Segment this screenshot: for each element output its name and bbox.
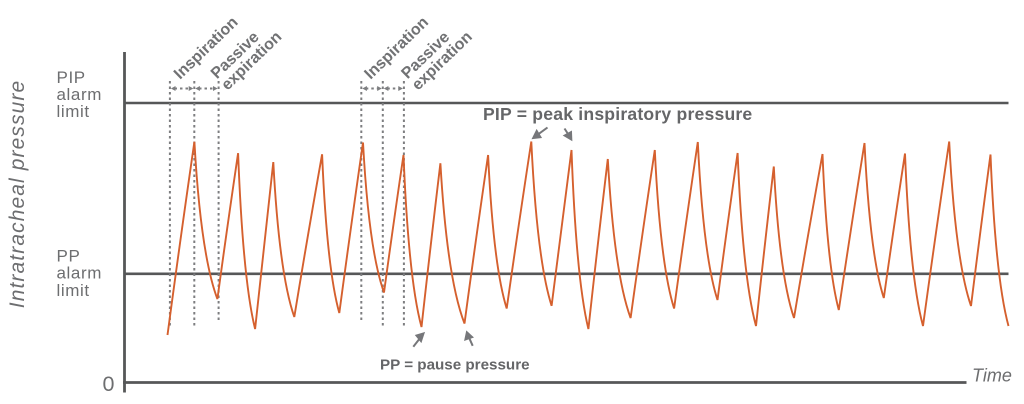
svg-text:limit: limit	[57, 281, 90, 300]
svg-text:PIP = peak inspiratory pressur: PIP = peak inspiratory pressure	[483, 104, 752, 124]
svg-text:PP: PP	[57, 247, 81, 266]
svg-text:alarm: alarm	[57, 85, 103, 104]
svg-text:Intratracheal pressure: Intratracheal pressure	[6, 80, 29, 308]
svg-text:PIP: PIP	[57, 68, 86, 87]
svg-text:0: 0	[103, 372, 115, 396]
svg-text:limit: limit	[57, 102, 90, 121]
svg-text:PP = pause pressure: PP = pause pressure	[380, 357, 530, 374]
svg-text:alarm: alarm	[57, 264, 103, 283]
svg-text:Time: Time	[972, 366, 1012, 386]
